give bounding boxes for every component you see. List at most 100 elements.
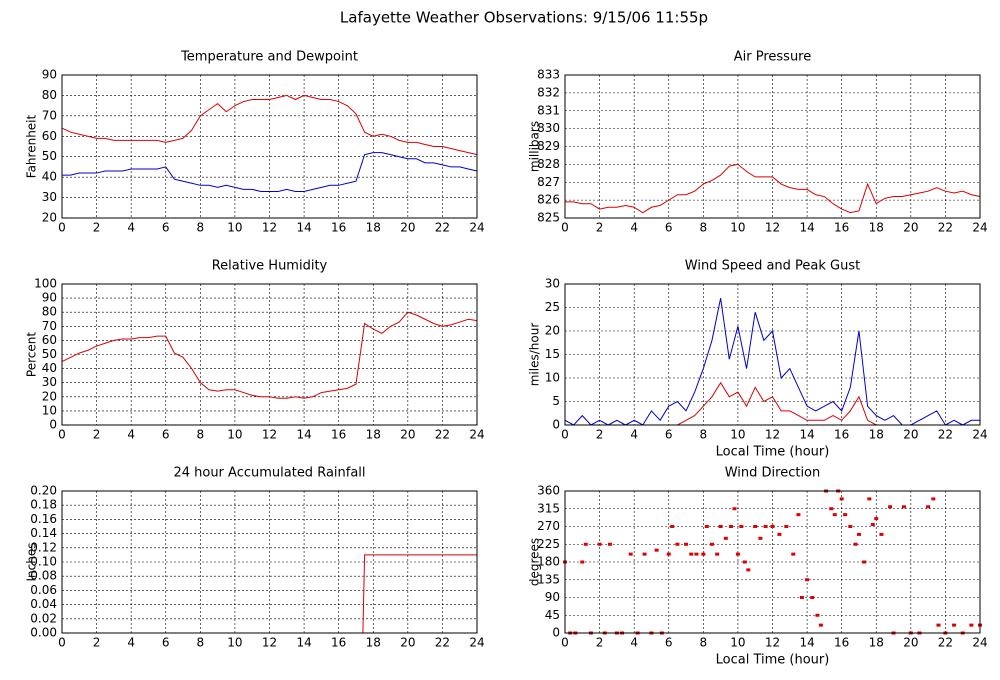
y-tick-label: 90: [42, 291, 57, 305]
y-tick-label: 10: [42, 403, 57, 417]
data-point: [926, 505, 931, 509]
x-tick-label: 24: [972, 221, 987, 235]
x-tick-label: 24: [469, 221, 484, 235]
data-point: [709, 542, 714, 546]
x-tick-label: 22: [938, 428, 953, 442]
chart-panel: Air Pressuremillibars8258268278288298308…: [528, 50, 988, 235]
data-point: [742, 560, 747, 564]
data-point: [583, 542, 588, 546]
x-tick-label: 20: [903, 221, 918, 235]
data-point: [777, 532, 782, 536]
y-tick-label: 0.04: [30, 597, 57, 611]
data-point: [704, 525, 709, 528]
page-title: Lafayette Weather Observations: 9/15/06 …: [340, 9, 708, 27]
x-tick-label: 20: [903, 636, 918, 650]
x-tick-label: 2: [93, 428, 101, 442]
x-tick-label: 2: [93, 636, 101, 650]
data-point: [791, 552, 796, 556]
x-tick-label: 16: [834, 221, 849, 235]
x-tick-label: 12: [262, 428, 277, 442]
x-tick-label: 14: [296, 636, 311, 650]
x-tick-label: 10: [227, 636, 242, 650]
y-axis-label: degrees: [528, 538, 542, 586]
data-point: [901, 505, 906, 509]
data-point: [874, 517, 879, 521]
plot-border: [61, 283, 478, 426]
data-point: [758, 536, 763, 540]
data-point: [670, 525, 675, 528]
x-tick-label: 2: [596, 636, 604, 650]
y-tick-label: 360: [537, 484, 560, 498]
x-tick-label: 0: [58, 221, 66, 235]
x-tick-label: 24: [972, 428, 987, 442]
data-point: [818, 623, 823, 627]
data-point: [805, 578, 810, 582]
y-axis-label: Percent: [25, 332, 39, 377]
x-tick-label: 2: [93, 221, 101, 235]
chart-panel: 24 hour Accumulated RainfallInches0.000.…: [25, 466, 485, 650]
x-axis-label: Local Time (hour): [716, 445, 830, 460]
x-tick-label: 12: [262, 636, 277, 650]
data-point: [666, 552, 671, 556]
x-tick-label: 10: [227, 428, 242, 442]
x-tick-label: 18: [869, 428, 884, 442]
y-tick-label: 80: [42, 88, 57, 102]
x-tick-label: 4: [630, 221, 638, 235]
x-tick-label: 2: [596, 428, 604, 442]
y-tick-label: 20: [42, 389, 57, 403]
data-point: [952, 623, 957, 627]
x-tick-label: 16: [331, 221, 346, 235]
x-tick-label: 16: [331, 428, 346, 442]
data-point: [763, 525, 768, 528]
x-tick-label: 0: [561, 428, 569, 442]
data-point: [862, 560, 867, 564]
data-point: [879, 532, 884, 536]
plot-area: [62, 75, 477, 218]
x-tick-label: 8: [197, 221, 205, 235]
y-tick-label: 832: [537, 85, 560, 99]
plot-border: [564, 490, 981, 634]
x-tick-label: 14: [296, 221, 311, 235]
x-tick-label: 6: [665, 428, 673, 442]
x-tick-label: 12: [262, 221, 277, 235]
data-point: [810, 596, 815, 599]
x-tick-label: 24: [972, 636, 987, 650]
y-tick-label: 20: [42, 211, 57, 225]
plot-border: [61, 490, 478, 634]
x-tick-label: 14: [799, 221, 814, 235]
data-point: [848, 525, 853, 528]
chart-panel: Relative HumidityPercent0102030405060708…: [25, 259, 485, 442]
data-line: [565, 163, 981, 214]
data-point: [628, 552, 633, 556]
chart-panel: Temperature and DewpointFahrenheit203040…: [25, 50, 485, 235]
y-tick-label: 225: [537, 537, 560, 551]
x-tick-label: 22: [435, 636, 450, 650]
y-tick-label: 0.00: [30, 626, 57, 640]
x-tick-label: 4: [127, 428, 135, 442]
y-tick-label: 0: [49, 418, 57, 432]
data-point: [867, 497, 872, 501]
x-axis-label: Local Time (hour): [716, 653, 830, 668]
data-point: [715, 552, 720, 556]
y-tick-label: 40: [42, 361, 57, 375]
y-tick-label: 0.14: [30, 526, 57, 540]
chart-title: Wind Speed and Peak Gust: [685, 259, 860, 274]
plot-border: [61, 74, 478, 219]
data-point: [729, 525, 733, 528]
x-tick-label: 10: [730, 221, 745, 235]
chart-title: 24 hour Accumulated Rainfall: [173, 466, 365, 481]
chart-title: Air Pressure: [734, 50, 812, 65]
x-tick-label: 0: [58, 636, 66, 650]
data-point: [753, 525, 758, 528]
y-tick-label: 60: [42, 333, 57, 347]
y-tick-label: 50: [42, 347, 57, 361]
y-tick-label: 0.20: [30, 484, 57, 498]
data-point: [739, 525, 744, 528]
x-tick-label: 20: [400, 636, 415, 650]
y-tick-label: 30: [42, 190, 57, 204]
y-tick-label: 0.12: [30, 540, 57, 554]
data-point: [829, 507, 834, 511]
x-tick-label: 6: [665, 636, 673, 650]
y-tick-label: 830: [537, 121, 560, 135]
y-tick-label: 100: [34, 277, 57, 291]
